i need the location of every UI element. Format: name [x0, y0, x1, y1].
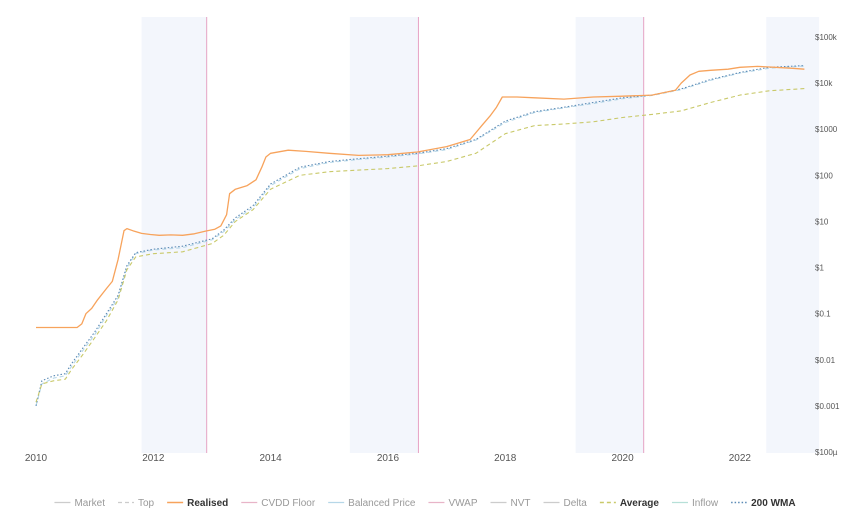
y-tick-label: $100µ — [815, 448, 838, 457]
series-line-average — [35, 88, 805, 403]
legend-item-vwap[interactable]: VWAP — [428, 498, 478, 509]
y-tick-label: $10 — [815, 217, 829, 226]
legend-label: Average — [620, 498, 660, 509]
legend-item-cvdd-floor[interactable]: CVDD Floor — [241, 498, 316, 509]
legend-item-nvt[interactable]: NVT — [490, 498, 531, 509]
y-tick-label: $1 — [815, 264, 824, 273]
x-tick-label: 2022 — [729, 453, 752, 464]
series-line-200-wma — [35, 65, 805, 407]
x-tick-label: 2020 — [611, 453, 634, 464]
cycle-band-2 — [575, 17, 644, 453]
y-axis-ticks: $100µ $0.001 $0.01 $0.1 $1 $10 $100 $1000 $10k $1… — [815, 33, 840, 457]
legend-item-delta[interactable]: Delta — [543, 498, 588, 509]
y-tick-label: $100 — [815, 171, 833, 180]
legend-label: Market — [74, 498, 105, 509]
legend-label: CVDD Floor — [261, 498, 316, 509]
legend-item-top[interactable]: Top — [118, 498, 155, 509]
x-tick-label: 2014 — [260, 453, 283, 464]
y-tick-label: $1000 — [815, 125, 838, 134]
x-tick-label: 2012 — [142, 453, 165, 464]
legend-label: Inflow — [692, 498, 719, 509]
y-tick-label: $0.01 — [815, 356, 836, 365]
x-tick-label: 2010 — [25, 453, 48, 464]
series-line-market — [35, 65, 805, 407]
x-tick-label: 2016 — [377, 453, 400, 464]
legend-label: 200 WMA — [751, 498, 795, 509]
halving-lines — [206, 17, 645, 453]
legend-item-realised[interactable]: Realised — [167, 498, 228, 509]
cycle-band-3 — [766, 17, 820, 453]
legend-item-balanced-price[interactable]: Balanced Price — [328, 498, 416, 509]
legend-label: Top — [138, 498, 155, 509]
legend-label: Realised — [187, 498, 228, 509]
cycle-shading — [141, 17, 820, 453]
y-tick-label: $0.1 — [815, 310, 831, 319]
legend-label: VWAP — [448, 498, 477, 509]
legend-label: Delta — [564, 498, 588, 509]
x-axis-ticks: 2010 2012 2014 2016 2018 2020 2022 — [25, 453, 752, 464]
legend-label: NVT — [511, 498, 531, 509]
y-tick-label: $100k — [815, 33, 838, 42]
legend-item-200-wma[interactable]: 200 WMA — [731, 498, 796, 509]
legend-label: Balanced Price — [348, 498, 416, 509]
legend-item-market[interactable]: Market — [54, 498, 105, 509]
series-lines — [35, 65, 805, 407]
legend-item-inflow[interactable]: Inflow — [671, 498, 719, 509]
legend-item-average[interactable]: Average — [599, 498, 660, 509]
cycle-band-1 — [349, 17, 419, 453]
legend: Market Top Realised CVDD Floor Balanced Pric… — [54, 498, 796, 509]
y-tick-label: $0.001 — [815, 402, 840, 411]
y-tick-label: $10k — [815, 79, 833, 88]
series-line-realised — [36, 65, 805, 329]
x-tick-label: 2018 — [494, 453, 517, 464]
